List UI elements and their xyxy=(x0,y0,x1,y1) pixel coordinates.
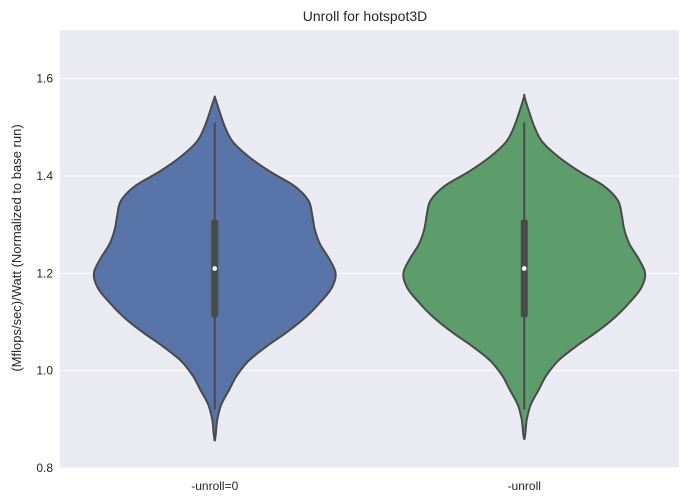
chart-title: Unroll for hotspot3D xyxy=(303,8,428,24)
y-axis-label: (Mflops/sec)/Watt (Normalized to base ru… xyxy=(9,124,24,371)
y-axis-ticks: 0.8 1.0 1.2 1.4 1.6 xyxy=(36,72,53,475)
median-marker xyxy=(521,266,527,271)
y-tick-label: 1.4 xyxy=(36,169,53,183)
y-tick-label: 1.0 xyxy=(36,364,53,378)
x-tick-label: -unroll=0 xyxy=(191,479,238,493)
median-marker xyxy=(212,266,218,271)
y-tick-label: 0.8 xyxy=(36,461,53,475)
y-tick-label: 1.2 xyxy=(36,266,53,280)
violins xyxy=(92,93,647,442)
y-tick-label: 1.6 xyxy=(36,72,53,86)
x-tick-label: -unroll xyxy=(508,479,541,493)
x-axis-ticks: -unroll=0 -unroll xyxy=(191,479,541,493)
